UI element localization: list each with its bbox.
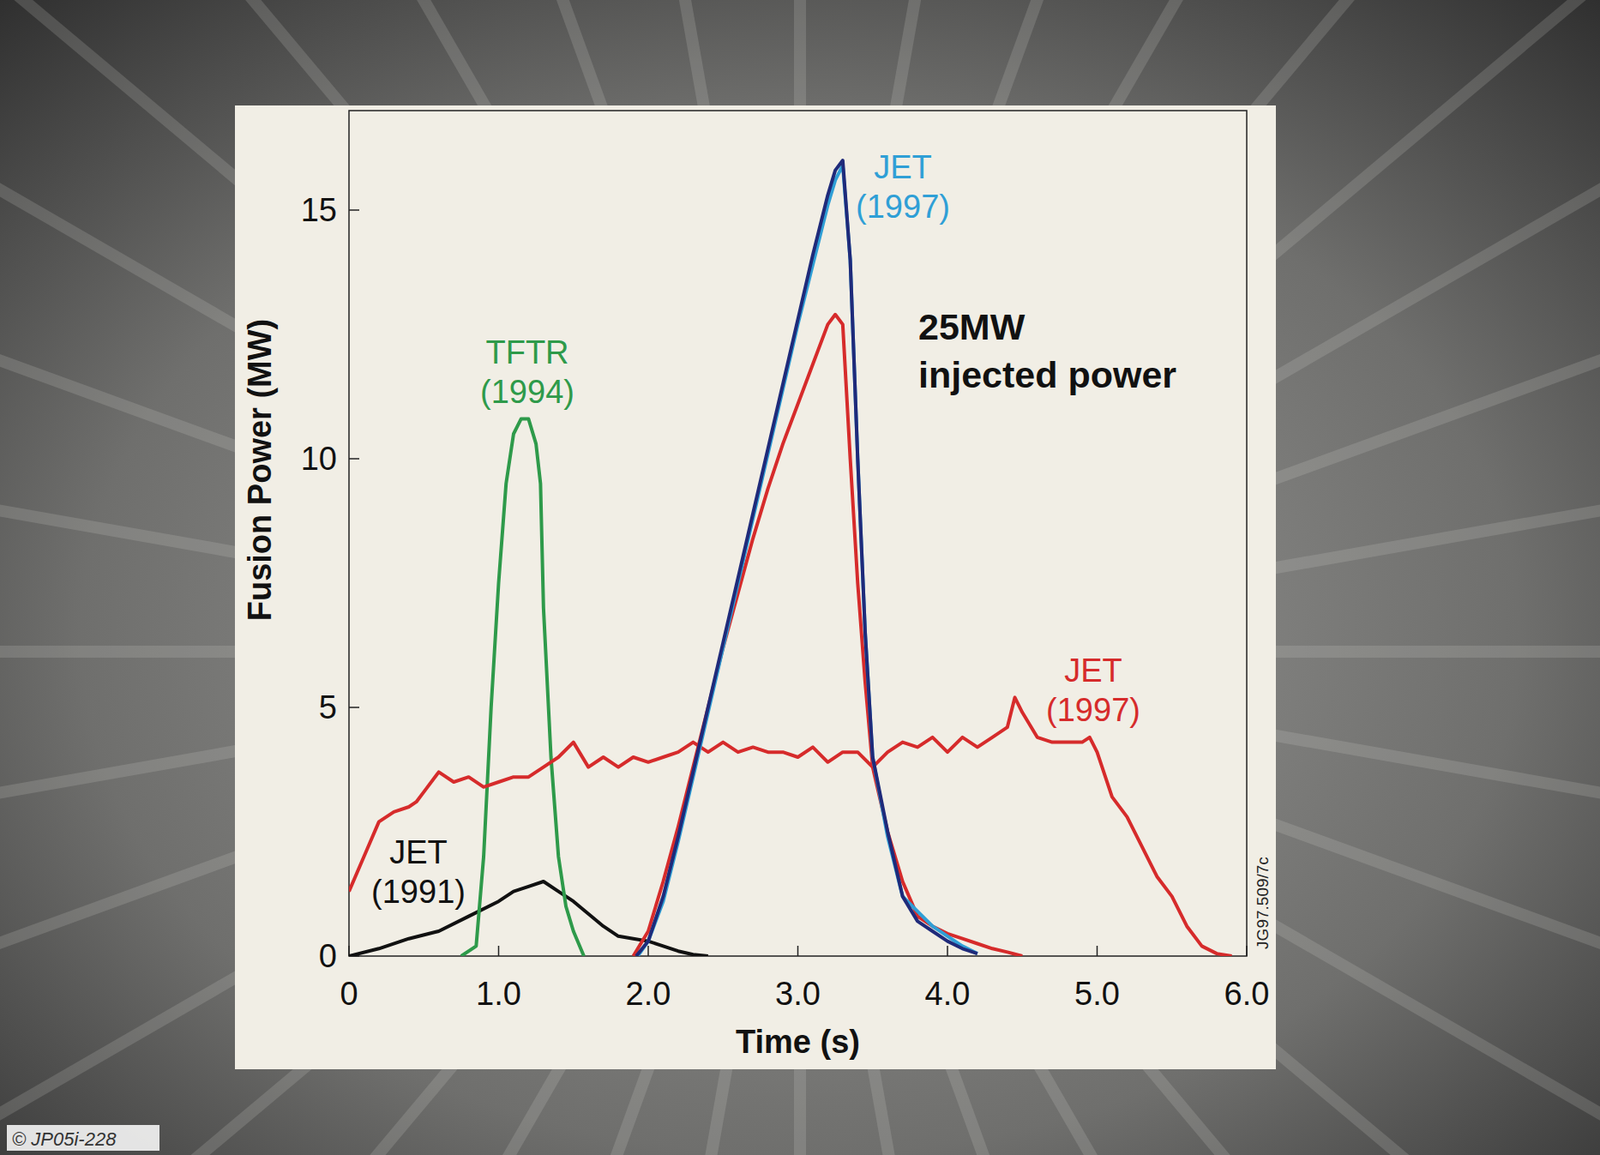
annotation: JG97.509/7c bbox=[1253, 856, 1272, 950]
x-tick bbox=[1096, 945, 1099, 957]
annotation-line: injected power bbox=[918, 354, 1177, 396]
label-line: JET bbox=[873, 149, 933, 186]
x-tick bbox=[1245, 945, 1248, 957]
label-line: (1991) bbox=[371, 873, 466, 910]
x-tick-label: 6.0 bbox=[1224, 975, 1270, 1012]
annotation: 25MW injected power bbox=[918, 306, 1177, 396]
series-group bbox=[348, 160, 1233, 957]
x-axis-title: Time (s) bbox=[735, 1023, 861, 1060]
series-line bbox=[636, 160, 978, 957]
label-line: (1997) bbox=[1046, 691, 1141, 728]
x-tick-label: 5.0 bbox=[1074, 975, 1120, 1012]
x-tick bbox=[647, 945, 650, 957]
series-line bbox=[633, 314, 1023, 957]
label-line: (1997) bbox=[855, 188, 951, 225]
y-tick bbox=[348, 209, 360, 211]
y-tick-label: 5 bbox=[318, 689, 337, 726]
series-line bbox=[348, 697, 1233, 957]
label-line: (1994) bbox=[480, 373, 575, 410]
x-tick-label: 2.0 bbox=[625, 975, 672, 1012]
chart-root: 0 1.0 2.0 3.0 4.0 5.0 6.0 0 5 10 15 Time (s) Fusion … bbox=[0, 0, 1600, 1155]
plot-frame bbox=[348, 110, 1247, 957]
series-line bbox=[461, 419, 584, 957]
y-tick bbox=[348, 457, 360, 460]
x-tick-label: 0 bbox=[339, 975, 358, 1012]
label-line: JET bbox=[389, 834, 448, 871]
y-tick-label: 0 bbox=[318, 938, 337, 975]
series-label: TFTR(1994) bbox=[480, 334, 575, 410]
series-label: JET(1997) bbox=[1046, 652, 1141, 728]
y-tick bbox=[348, 706, 360, 709]
x-tick bbox=[797, 945, 800, 957]
annotation-line: 25MW bbox=[918, 306, 1026, 348]
series-label: JET(1997) bbox=[855, 149, 951, 225]
annotation: © JP05i-228 bbox=[12, 1128, 117, 1150]
y-axis-title: Fusion Power (MW) bbox=[241, 318, 278, 622]
x-tick bbox=[498, 945, 500, 957]
x-tick-label: 1.0 bbox=[475, 975, 522, 1012]
x-tick bbox=[946, 945, 949, 957]
x-tick-label: 3.0 bbox=[775, 975, 821, 1012]
label-line: JET bbox=[1064, 652, 1123, 689]
copyright-ground bbox=[6, 1124, 160, 1151]
label-line: TFTR bbox=[485, 334, 569, 371]
chart-panel bbox=[234, 105, 1276, 1070]
x-tick-label: 4.0 bbox=[925, 975, 971, 1012]
series-label: JET(1991) bbox=[371, 834, 466, 910]
y-tick-label: 15 bbox=[300, 192, 337, 229]
y-tick-label: 10 bbox=[300, 440, 337, 477]
